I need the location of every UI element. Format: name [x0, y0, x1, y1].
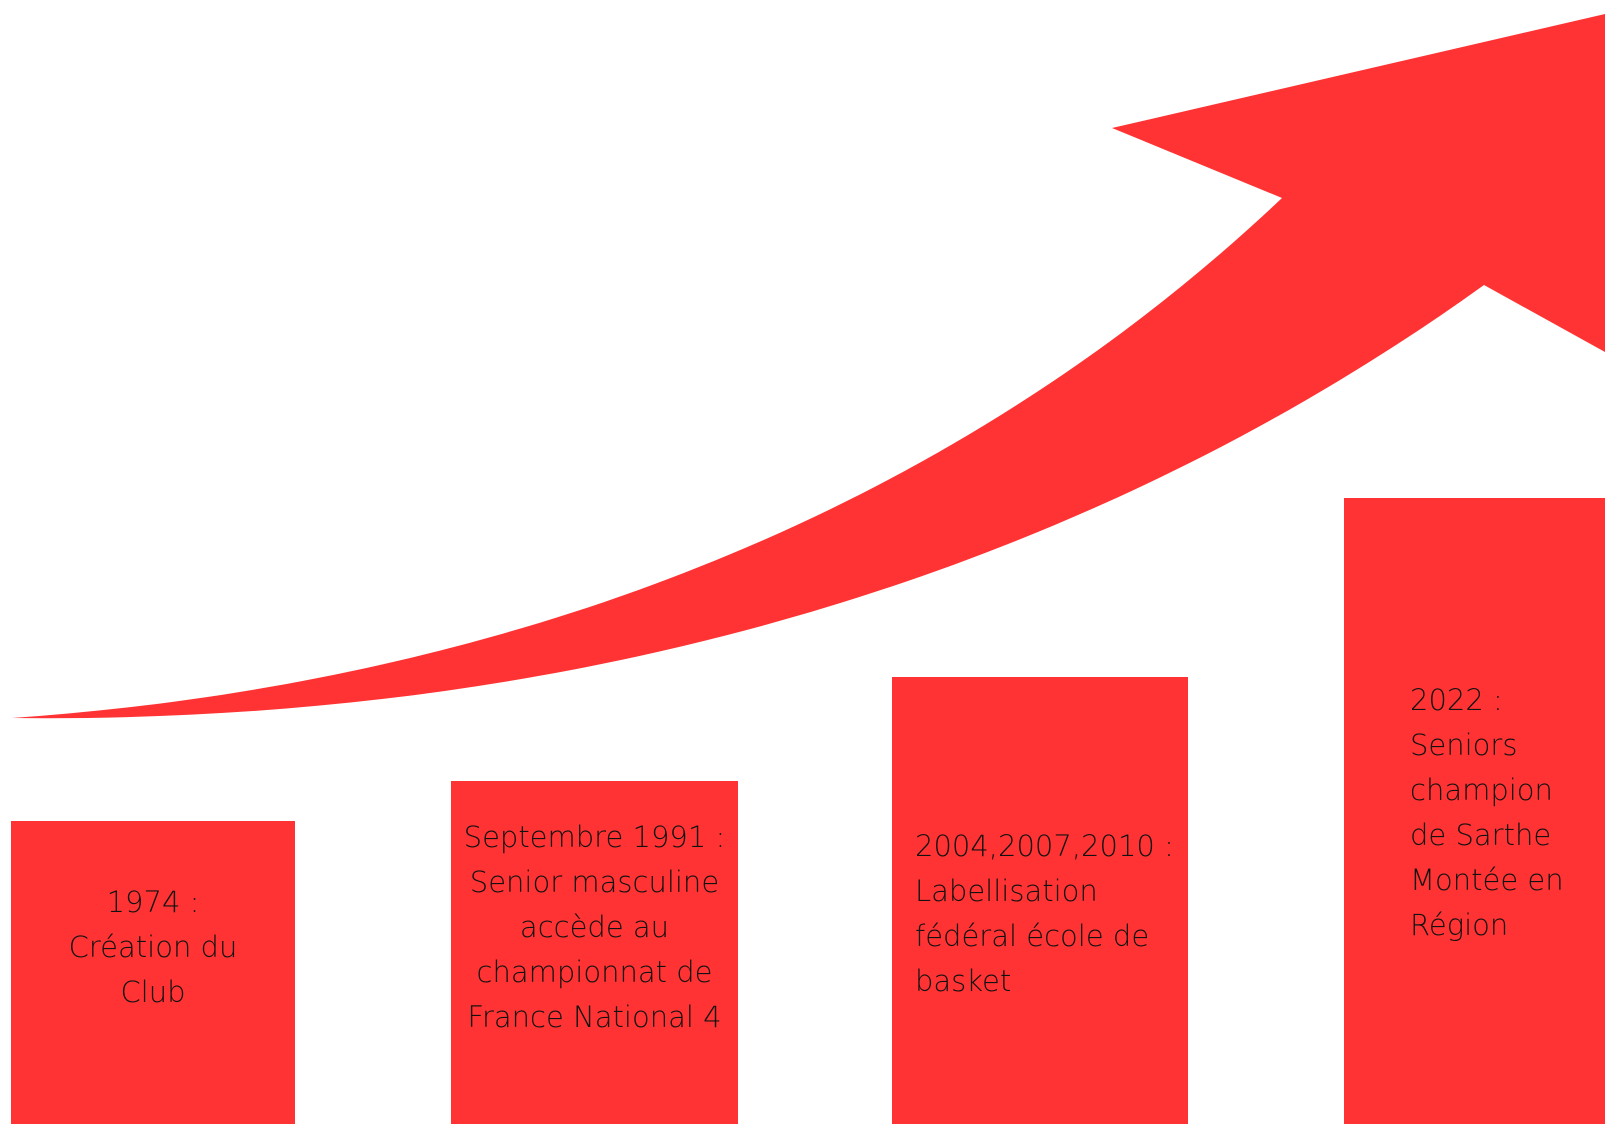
timeline-step-2004-2010: 2004,2007,2010 : Labellisation fédéral é…	[892, 677, 1188, 1124]
timeline-step-label: 2004,2007,2010 : Labellisation fédéral é…	[915, 829, 1174, 998]
growth-arrow-shape	[12, 14, 1605, 719]
timeline-step-label: 1974 : Création du Club	[68, 885, 238, 1009]
timeline-step-label: 2022 : Seniors champion de Sarthe Montée…	[1410, 683, 1564, 942]
timeline-step-label: Septembre 1991 : Senior masculine accède…	[463, 820, 726, 1034]
timeline-step-1991: Septembre 1991 : Senior masculine accède…	[451, 781, 738, 1124]
timeline-step-2022: 2022 : Seniors champion de Sarthe Montée…	[1344, 498, 1605, 1124]
timeline-step-1974: 1974 : Création du Club	[11, 821, 295, 1124]
